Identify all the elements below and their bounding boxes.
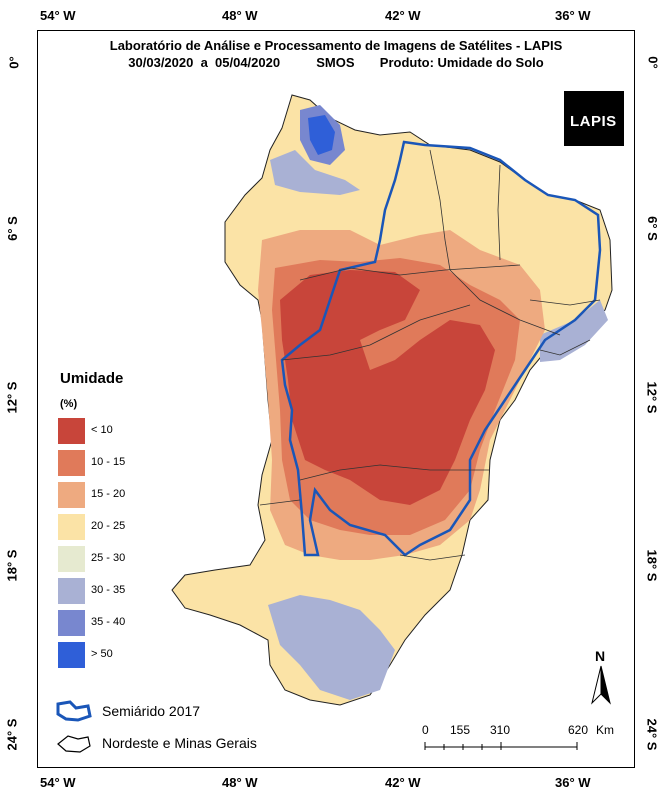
legend-label: < 10 — [91, 424, 113, 436]
scale-unit: Km — [596, 723, 614, 737]
lon-label-top-3: 36° W — [555, 8, 591, 23]
legend-swatch — [58, 450, 85, 476]
legend-label: > 50 — [91, 648, 113, 660]
region-over-50 — [308, 115, 335, 155]
state-borders — [259, 149, 601, 561]
legend-item: > 50 — [58, 642, 258, 668]
scale-label-155: 155 — [450, 723, 471, 737]
legend-swatch — [58, 578, 85, 604]
legend-item: 15 - 20 — [58, 482, 258, 508]
legend-item: 10 - 15 — [58, 450, 258, 476]
legend-item: < 10 — [58, 418, 258, 444]
legend-swatch — [58, 546, 85, 572]
lon-label-top-2: 42° W — [385, 8, 421, 23]
legend-item: 30 - 35 — [58, 578, 258, 604]
lon-label-bottom-1: 48° W — [222, 775, 258, 790]
lon-label-bottom-3: 36° W — [555, 775, 591, 790]
legend-item: 35 - 40 — [58, 610, 258, 636]
lon-label-bottom-0: 54° W — [40, 775, 76, 790]
logo-text: LAPIS — [570, 113, 617, 130]
legend-label: 25 - 30 — [91, 552, 126, 564]
legend-unit: (%) — [60, 398, 78, 410]
lon-label-top-1: 48° W — [222, 8, 258, 23]
lapis-logo: LAPIS — [564, 91, 624, 146]
legend-swatch — [58, 610, 85, 636]
legend-swatch — [58, 642, 85, 668]
nordeste-legend-symbol — [57, 735, 91, 753]
legend-item: 20 - 25 — [58, 514, 258, 540]
lon-label-bottom-2: 42° W — [385, 775, 421, 790]
legend-title: Umidade — [60, 370, 124, 387]
nordeste-legend-label: Nordeste e Minas Gerais — [102, 735, 257, 751]
map-title-line1: Laboratório de Análise e Processamento d… — [109, 38, 563, 53]
legend-swatch — [58, 514, 85, 540]
scale-bar — [424, 742, 578, 750]
north-label: N — [595, 648, 606, 664]
region-30-35-east — [540, 300, 608, 362]
map-title-line2: 30/03/2020 a 05/04/2020 SMOS Produto: Um… — [128, 55, 544, 70]
scale-label-310: 310 — [490, 723, 511, 737]
semiarido-legend-symbol — [56, 700, 92, 722]
legend-label: 35 - 40 — [91, 616, 126, 628]
region-30-35-south — [268, 595, 395, 700]
legend-item: 25 - 30 — [58, 546, 258, 572]
map-frame — [37, 30, 635, 768]
legend-label: 10 - 15 — [91, 456, 126, 468]
scale-label-620: 620 — [568, 723, 589, 737]
lon-label-top-0: 54° W — [40, 8, 76, 23]
semiarido-legend-label: Semiárido 2017 — [102, 703, 201, 719]
scale-label-0: 0 — [422, 723, 429, 737]
region-under-10 — [280, 270, 495, 505]
legend-swatch — [58, 418, 85, 444]
legend-label: 20 - 25 — [91, 520, 126, 532]
legend-label: 15 - 20 — [91, 488, 126, 500]
legend-swatch — [58, 482, 85, 508]
region-30-35-north — [270, 150, 360, 195]
legend-label: 30 - 35 — [91, 584, 126, 596]
semiarido-outline — [280, 140, 602, 557]
north-arrow-icon — [591, 665, 611, 705]
